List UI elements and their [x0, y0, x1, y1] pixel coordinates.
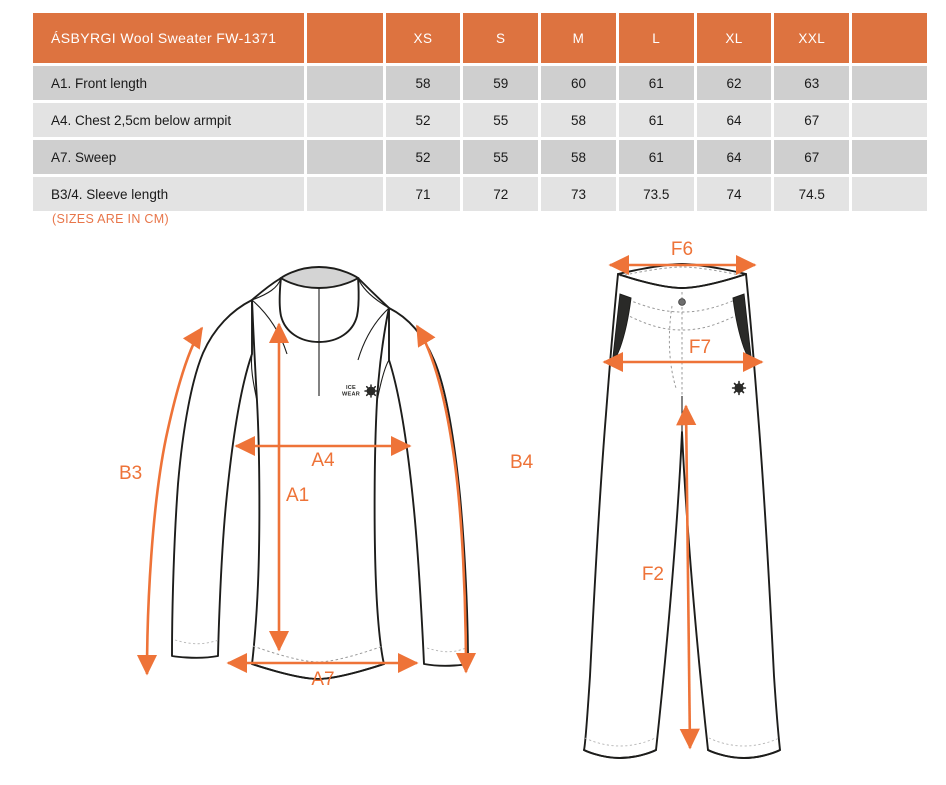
value-xs: 58	[385, 66, 461, 100]
value-xxl: 74.5	[774, 177, 850, 211]
value-s: 55	[463, 103, 539, 137]
row-trailing-cell	[852, 66, 927, 100]
table-row: A4. Chest 2,5cm below armpit 52 55 58 61…	[33, 103, 927, 137]
size-header-s: S	[463, 13, 539, 63]
technical-drawings-area: ICE WEAR B3 A4	[0, 236, 946, 785]
row-spacer-cell	[306, 103, 383, 137]
header-spacer-cell	[306, 13, 383, 63]
value-xl: 74	[696, 177, 772, 211]
dimension-label-b3: B3	[119, 463, 142, 484]
value-m: 58	[541, 140, 616, 174]
table-row: A1. Front length 58 59 60 61 62 63	[33, 66, 927, 100]
dimension-f2: F2	[642, 404, 700, 750]
dimension-b3: B3	[119, 326, 204, 676]
value-l: 61	[618, 140, 694, 174]
value-xl: 64	[696, 140, 772, 174]
size-header-xl: XL	[696, 13, 772, 63]
table-row: A7. Sweep 52 55 58 61 64 67	[33, 140, 927, 174]
size-header-xxl: XXL	[774, 13, 850, 63]
snowflake-icon	[364, 384, 378, 398]
dimension-label-f7: F7	[689, 337, 711, 358]
pants-waistband	[617, 263, 747, 289]
value-xl: 64	[696, 103, 772, 137]
size-header-m: M	[541, 13, 616, 63]
measurement-label: B3/4. Sleeve length	[33, 177, 304, 211]
value-s: 55	[463, 140, 539, 174]
row-spacer-cell	[306, 140, 383, 174]
measurement-label: A4. Chest 2,5cm below armpit	[33, 103, 304, 137]
value-s: 72	[463, 177, 539, 211]
value-s: 59	[463, 66, 539, 100]
value-m: 73	[541, 177, 616, 211]
row-trailing-cell	[852, 140, 927, 174]
dimension-a4: A4	[234, 435, 412, 471]
value-xs: 71	[385, 177, 461, 211]
sweater-body	[250, 277, 390, 680]
size-header-xs: XS	[385, 13, 461, 63]
dimension-f6: F6	[608, 239, 757, 276]
pants-fly-zipper	[668, 292, 686, 396]
value-xs: 52	[385, 103, 461, 137]
sweater-left-sleeve	[171, 299, 253, 659]
units-note: (SIZES ARE IN CM)	[52, 212, 169, 226]
value-xs: 52	[385, 140, 461, 174]
sweater-collar	[278, 266, 360, 343]
measurement-label: A7. Sweep	[33, 140, 304, 174]
dimension-b4: B4	[415, 324, 534, 674]
value-m: 60	[541, 66, 616, 100]
table-row: B3/4. Sleeve length 71 72 73 73.5 74 74.…	[33, 177, 927, 211]
value-xxl: 67	[774, 140, 850, 174]
sweater-illustration: ICE WEAR B3 A4	[119, 266, 534, 690]
dimension-a7: A7	[226, 652, 419, 690]
snowflake-icon	[731, 380, 747, 396]
ice-wear-logo: ICE WEAR	[342, 384, 378, 398]
value-xl: 62	[696, 66, 772, 100]
dimension-a1: A1	[268, 322, 309, 652]
size-header-l: L	[618, 13, 694, 63]
logo-text-line2: WEAR	[342, 392, 360, 398]
sweater-right-sleeve	[388, 307, 469, 667]
value-xxl: 63	[774, 66, 850, 100]
header-trailing-cell	[852, 13, 927, 63]
value-l: 61	[618, 66, 694, 100]
dimension-f7: F7	[602, 337, 764, 373]
row-trailing-cell	[852, 177, 927, 211]
logo-text-line1: ICE	[346, 385, 356, 391]
dimension-label-a4: A4	[311, 450, 335, 471]
row-trailing-cell	[852, 103, 927, 137]
value-l: 73.5	[618, 177, 694, 211]
dimension-label-a1: A1	[286, 485, 309, 506]
row-spacer-cell	[306, 66, 383, 100]
dimension-label-f2: F2	[642, 564, 664, 585]
dimension-label-a7: A7	[311, 669, 334, 690]
value-l: 61	[618, 103, 694, 137]
product-title: ÁSBYRGI Wool Sweater FW-1371	[33, 13, 304, 63]
row-spacer-cell	[306, 177, 383, 211]
dimension-label-f6: F6	[671, 239, 693, 260]
dimension-label-b4: B4	[510, 452, 534, 473]
size-chart-table: ÁSBYRGI Wool Sweater FW-1371 XS S M L XL…	[30, 10, 930, 214]
pants-body	[583, 273, 781, 759]
pants-illustration: F6 F7 F2	[583, 239, 781, 759]
value-m: 58	[541, 103, 616, 137]
measurement-label: A1. Front length	[33, 66, 304, 100]
table-header-row: ÁSBYRGI Wool Sweater FW-1371 XS S M L XL…	[33, 13, 927, 63]
value-xxl: 67	[774, 103, 850, 137]
